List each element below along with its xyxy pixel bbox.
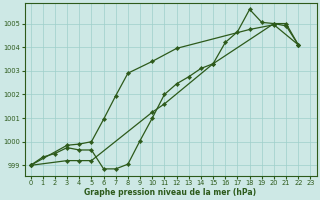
X-axis label: Graphe pression niveau de la mer (hPa): Graphe pression niveau de la mer (hPa)	[84, 188, 257, 197]
